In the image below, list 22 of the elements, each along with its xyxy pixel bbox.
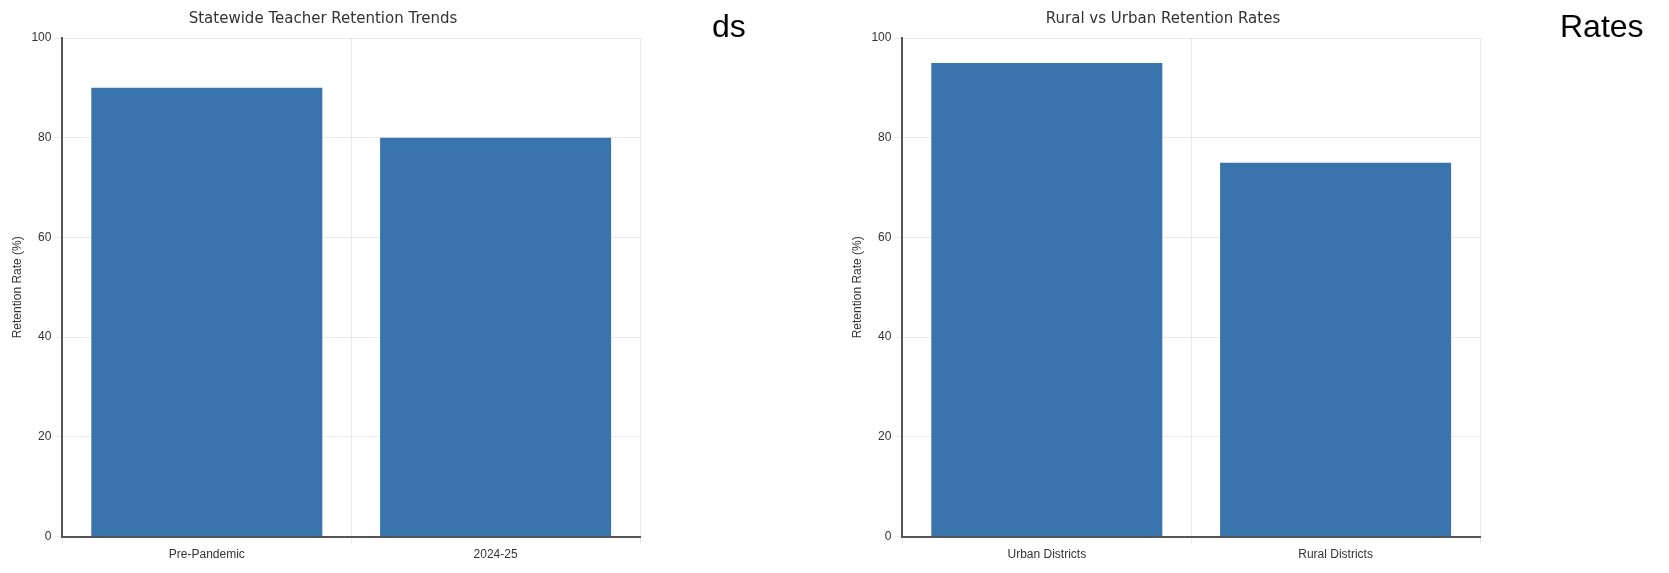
y-tick-label: 0 xyxy=(884,528,892,543)
chart-title: Statewide Teacher Retention Trends xyxy=(188,8,458,27)
x-tick-label: 2024-25 xyxy=(473,547,518,562)
y-tick-label: 80 xyxy=(878,130,892,145)
y-tick-label: 60 xyxy=(38,229,52,244)
y-tick-label: 100 xyxy=(31,30,52,45)
text: Rates xyxy=(1560,8,1644,45)
y-axis-title: Retention Rate (%) xyxy=(849,236,864,339)
y-tick-label: 40 xyxy=(878,329,892,344)
y-axis-title: Retention Rate (%) xyxy=(9,236,24,339)
chart-title: Rural vs Urban Retention Rates xyxy=(1045,8,1281,27)
y-tick-label: 40 xyxy=(38,329,52,344)
y-tick-label: 60 xyxy=(878,229,892,244)
x-tick-label: Rural Districts xyxy=(1298,547,1373,562)
y-tick-label: 80 xyxy=(38,130,52,145)
y-tick-label: 20 xyxy=(38,429,52,444)
x-tick-label: Pre-Pandemic xyxy=(168,547,245,562)
text: ds xyxy=(712,8,746,45)
x-tick-label: Urban Districts xyxy=(1007,547,1087,562)
y-tick-label: 0 xyxy=(44,528,52,543)
y-tick-label: 20 xyxy=(878,429,892,444)
y-tick-label: 100 xyxy=(871,30,892,45)
